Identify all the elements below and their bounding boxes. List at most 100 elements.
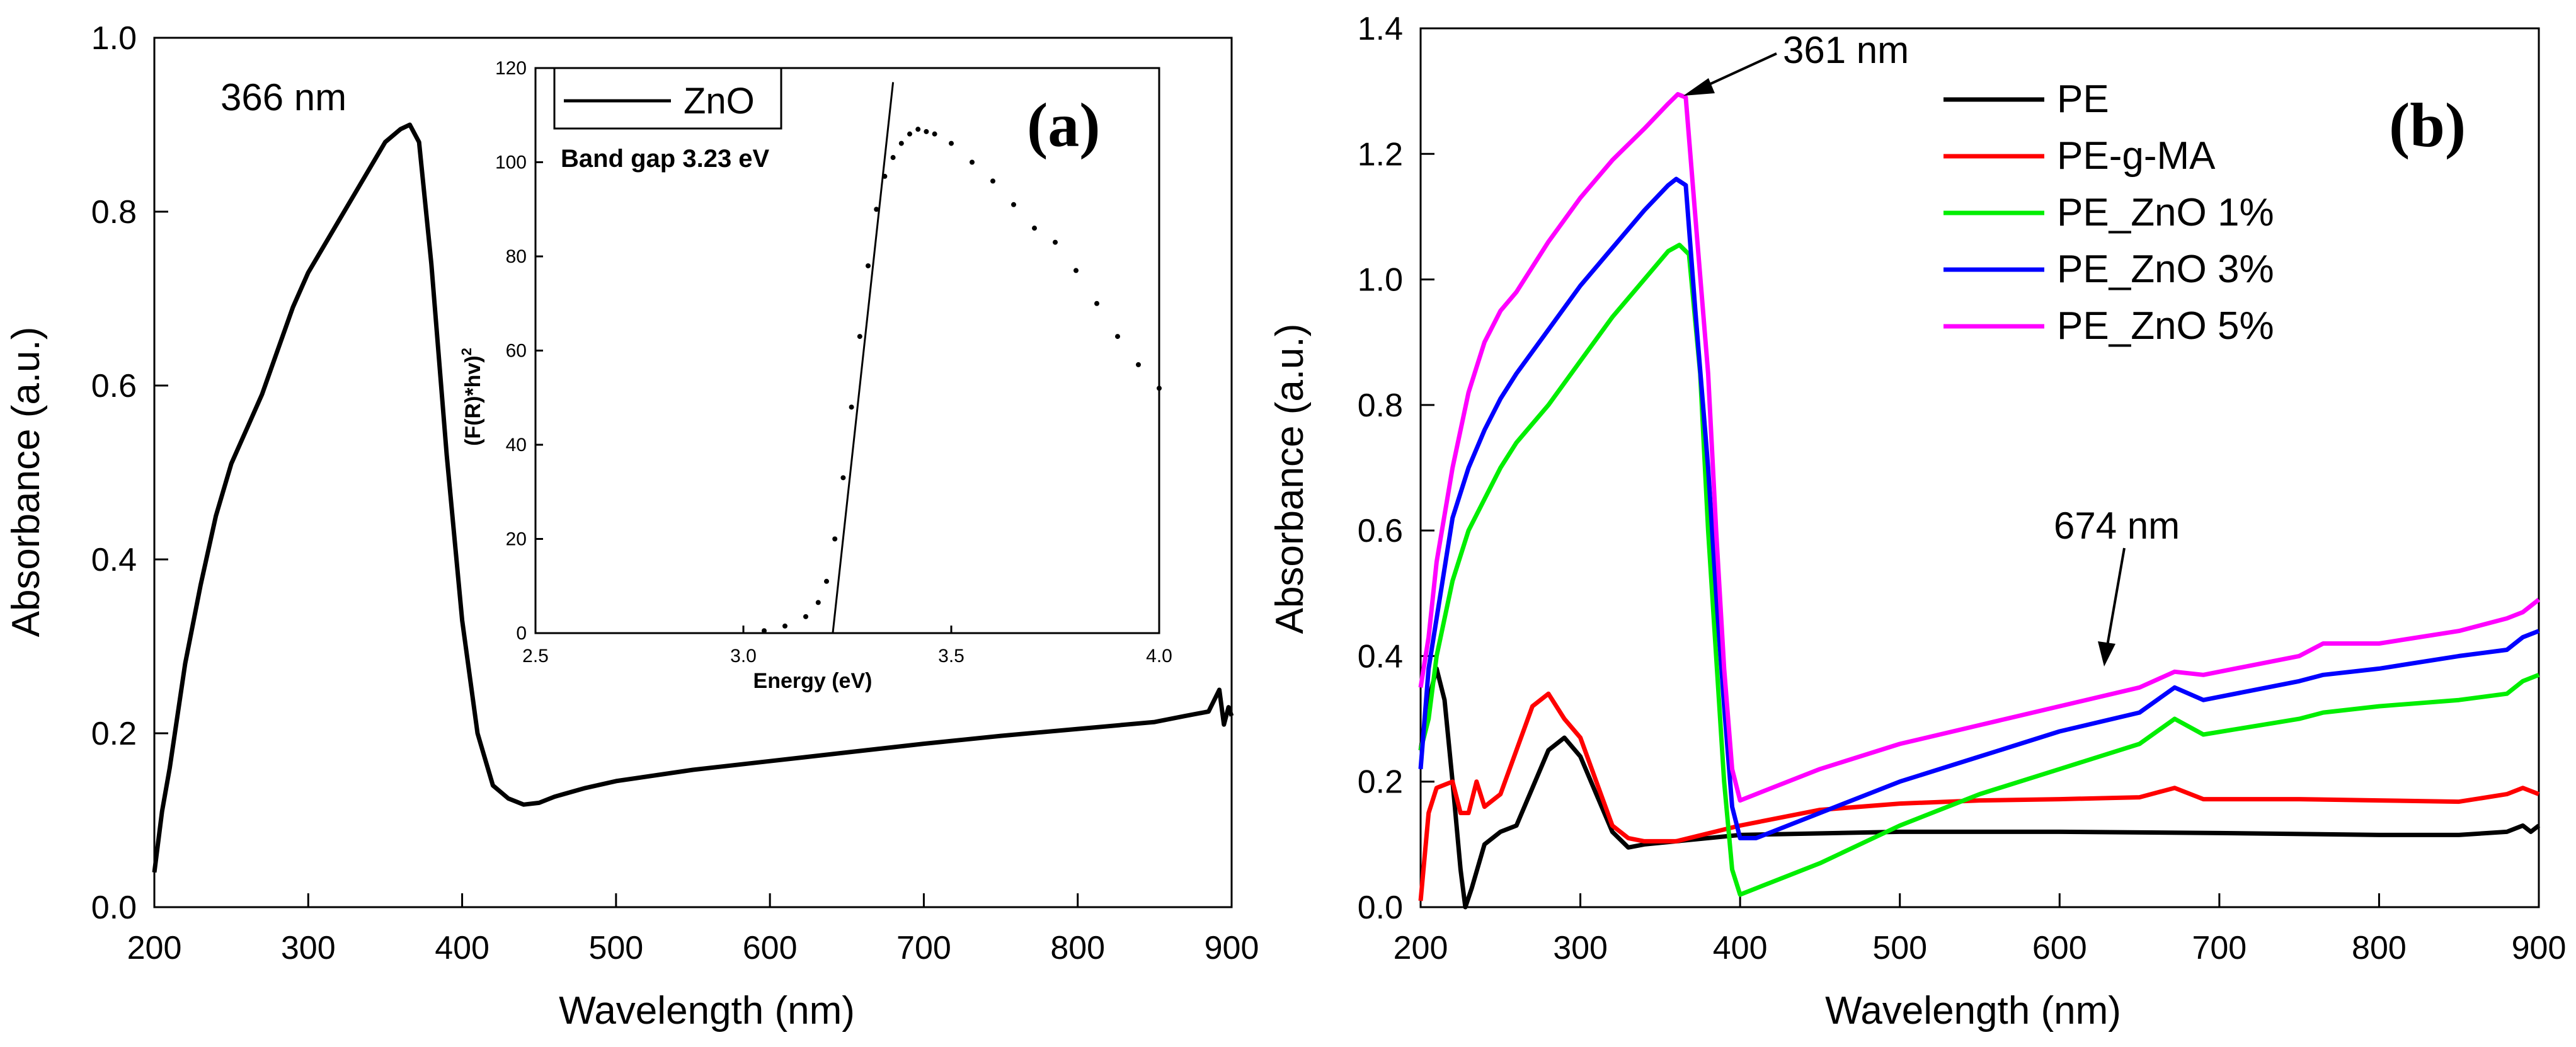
inset-y-tick-label: 20 <box>506 529 527 550</box>
panel-b-plot-area: 200 300 400 500 600 700 800 900 0.0 0.2 0.4 0.6 0.8 1… <box>1358 11 2567 966</box>
inset-y-axis-title-superscript: 2 <box>459 348 474 355</box>
panel-a-peak-annotation: 366 nm <box>220 76 346 118</box>
inset-x-tick-label: 4.0 <box>1146 646 1172 667</box>
panel-b-x-tick-label: 200 <box>1394 930 1448 966</box>
panel-a-label: (a) <box>1027 90 1101 160</box>
inset-data-point <box>1115 334 1120 340</box>
inset-data-point <box>824 578 829 584</box>
panel-b-label: (b) <box>2389 90 2466 160</box>
inset-data-point <box>990 178 995 184</box>
inset-data-point <box>915 127 921 132</box>
panel-a-x-tick-label: 900 <box>1205 930 1259 966</box>
legend-label-3: PE_ZnO 1% <box>2057 191 2274 234</box>
panel-b-series-line-1 <box>1418 666 2541 910</box>
arrow-361-head <box>1683 78 1715 96</box>
inset-y-axis-title-base: (F(R)*hv) <box>461 355 485 446</box>
inset-data-point <box>849 404 854 410</box>
panel-b-y-tick-label: 0.8 <box>1358 387 1403 424</box>
inset-y-tick-label: 80 <box>506 246 527 267</box>
panel-b-x-tick-label: 700 <box>2192 930 2247 966</box>
inset-data-point <box>1053 239 1058 245</box>
inset-data-point <box>1094 300 1099 306</box>
panel-a-y-tick-label: 0.8 <box>91 194 137 231</box>
inset-y-tick-label: 100 <box>495 152 527 173</box>
panel-a-x-tick-label: 700 <box>896 930 951 966</box>
panel-a-x-tick-label: 500 <box>588 930 643 966</box>
panel-b-y-tick-label: 1.0 <box>1358 262 1403 299</box>
inset-y-tick-label: 120 <box>495 58 527 79</box>
inset-data-point <box>1157 386 1162 391</box>
panel-b-axes-frame <box>1419 27 2540 908</box>
inset-data-point <box>970 159 975 165</box>
inset-legend-label-zno: ZnO <box>684 81 755 122</box>
panel-a-y-tick-label: 0.0 <box>91 890 137 926</box>
inset-data-point <box>949 140 954 146</box>
panel-a-inset-plot: 2.5 3.0 3.5 4.0 0 20 40 60 80 100 120 <box>495 58 1172 667</box>
panel-a-x-tick-label: 200 <box>127 930 182 966</box>
panel-a-y-axis-title: Absorbance (a.u.) <box>4 327 48 638</box>
panel-a-y-tick-label: 0.6 <box>91 368 137 404</box>
panel-b-x-tick-label: 600 <box>2032 930 2087 966</box>
panel-b-y-tick-label: 0.0 <box>1358 890 1403 926</box>
band-gap-label: Band gap 3.23 eV <box>561 145 770 173</box>
panel-b-x-axis-title: Wavelength (nm) <box>1825 989 2121 1033</box>
legend-label-4: PE_ZnO 3% <box>2057 248 2274 291</box>
inset-data-point <box>840 475 846 481</box>
inset-data-point <box>866 263 871 268</box>
panel-b-series-line-5 <box>1418 92 2541 803</box>
panel-b-x-tick-label: 900 <box>2512 930 2567 966</box>
inset-data-point <box>857 334 862 340</box>
panel-a-axes-frame <box>153 37 1233 908</box>
inset-x-tick-label: 3.5 <box>938 646 965 667</box>
arrow-361-shaft <box>1700 52 1777 89</box>
panel-a-y-tick-label: 0.2 <box>91 716 137 752</box>
panel-a-x-tick-label: 800 <box>1050 930 1105 966</box>
panel-b-series-line-4 <box>1418 176 2540 840</box>
panel-b-x-tick-label: 500 <box>1872 930 1927 966</box>
panel-a-series-line-zno <box>152 122 1234 873</box>
inset-data-point <box>803 614 808 619</box>
inset-data-point <box>1011 202 1016 207</box>
panel-b: 200 300 400 500 600 700 800 900 0.0 0.2 0.4 0.6 0.8 1… <box>1268 11 2566 1033</box>
inset-data-point <box>874 207 879 212</box>
panel-b-y-tick-label: 0.2 <box>1358 764 1403 801</box>
panel-b-y-tick-label: 0.6 <box>1358 513 1403 549</box>
inset-data-point <box>898 140 904 146</box>
inset-data-point <box>907 131 912 137</box>
legend-label-1: PE <box>2057 77 2109 121</box>
inset-y-tick-label: 0 <box>516 623 527 644</box>
inset-data-point <box>762 628 767 634</box>
panel-a-x-tick-label: 300 <box>281 930 336 966</box>
panel-b-x-tick-label: 300 <box>1553 930 1608 966</box>
panel-a-y-tick-label: 1.0 <box>91 20 137 57</box>
inset-data-point <box>890 155 896 161</box>
panel-b-series-line-2 <box>1418 691 2540 901</box>
inset-data-point <box>924 129 929 134</box>
inset-data-point <box>832 536 838 542</box>
inset-legend-box <box>553 67 782 130</box>
inset-data-point <box>1073 268 1079 273</box>
panel-b-peak-annotation-674: 674 nm <box>2054 505 2180 547</box>
inset-data-point <box>815 600 821 605</box>
panel-a-x-axis-title: Wavelength (nm) <box>559 989 855 1033</box>
inset-data-point <box>932 131 937 137</box>
panel-b-x-tick-label: 800 <box>2352 930 2407 966</box>
panel-b-series-line-3 <box>1418 243 2540 897</box>
arrow-674-head <box>2098 641 2115 667</box>
inset-data-point <box>1136 362 1141 367</box>
panel-b-y-axis-title: Absorbance (a.u.) <box>1268 324 1312 634</box>
inset-y-axis-title: (F(R)*hv)2 <box>459 348 485 446</box>
inset-data-point <box>782 623 787 629</box>
inset-y-tick-label: 40 <box>506 435 527 455</box>
panel-b-x-tick-label: 400 <box>1713 930 1768 966</box>
panel-b-peak-annotation-361: 361 nm <box>1783 29 1909 71</box>
panel-b-y-tick-label: 0.4 <box>1358 638 1403 675</box>
legend-label-2: PE-g-MA <box>2057 134 2216 178</box>
inset-data-point <box>882 173 888 179</box>
inset-data-point <box>1032 226 1037 231</box>
inset-tangent-line <box>832 82 895 634</box>
panel-b-y-tick-label: 1.4 <box>1358 11 1403 47</box>
inset-y-tick-label: 60 <box>506 341 527 362</box>
